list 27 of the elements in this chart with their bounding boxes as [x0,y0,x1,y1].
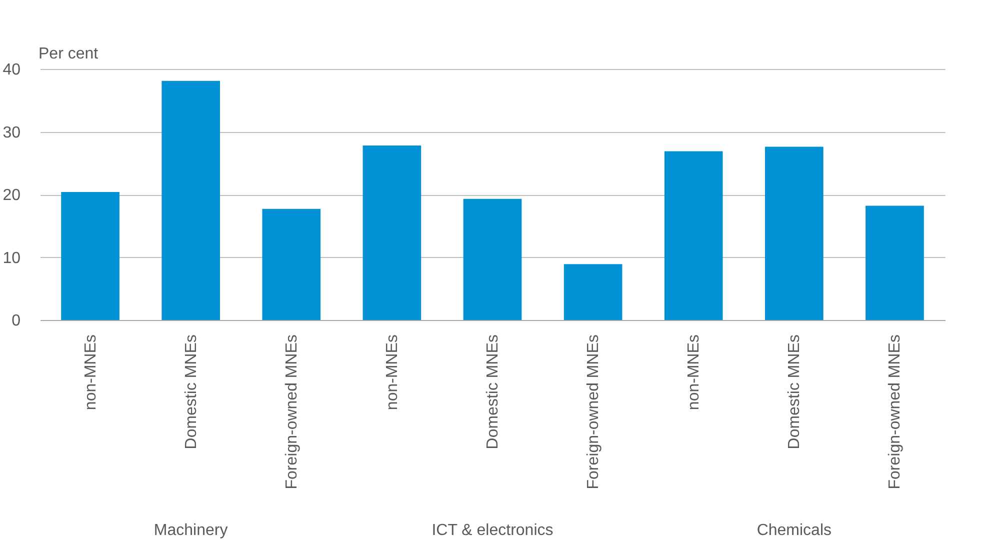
x-tick-label: non-MNEs [384,334,401,410]
bar [765,146,824,320]
text: Chemicals [756,522,832,539]
x-tick-label: Foreign-owned MNEs [886,334,904,490]
x-tick-label: Foreign-owned MNEs [283,334,300,490]
y-tick-label: 10 [2,250,21,267]
y-axis-title: Per cent [38,46,99,62]
bar [564,264,622,320]
x-tick-label: Domestic MNEs [786,334,804,450]
bar [463,198,522,320]
y-tick-label: 0 [12,312,21,330]
bar [664,151,723,320]
bar [262,208,321,320]
x-tick-label: non-MNEs [82,334,100,410]
text: Machinery [154,522,228,539]
bar [162,80,220,320]
bar [362,146,422,320]
y-tick-label: 30 [2,124,21,142]
x-tick-label: Domestic MNEs [182,334,200,450]
bar [866,206,924,320]
text: ICT & electronics [432,522,554,539]
x-tick-label: Domestic MNEs [484,334,502,450]
y-tick-label: 40 [2,62,21,78]
x-tick-label: non-MNEs [686,334,703,410]
x-tick-label: Foreign-owned MNEs [585,334,602,490]
bar [61,192,120,320]
y-tick-label: 20 [2,187,21,204]
